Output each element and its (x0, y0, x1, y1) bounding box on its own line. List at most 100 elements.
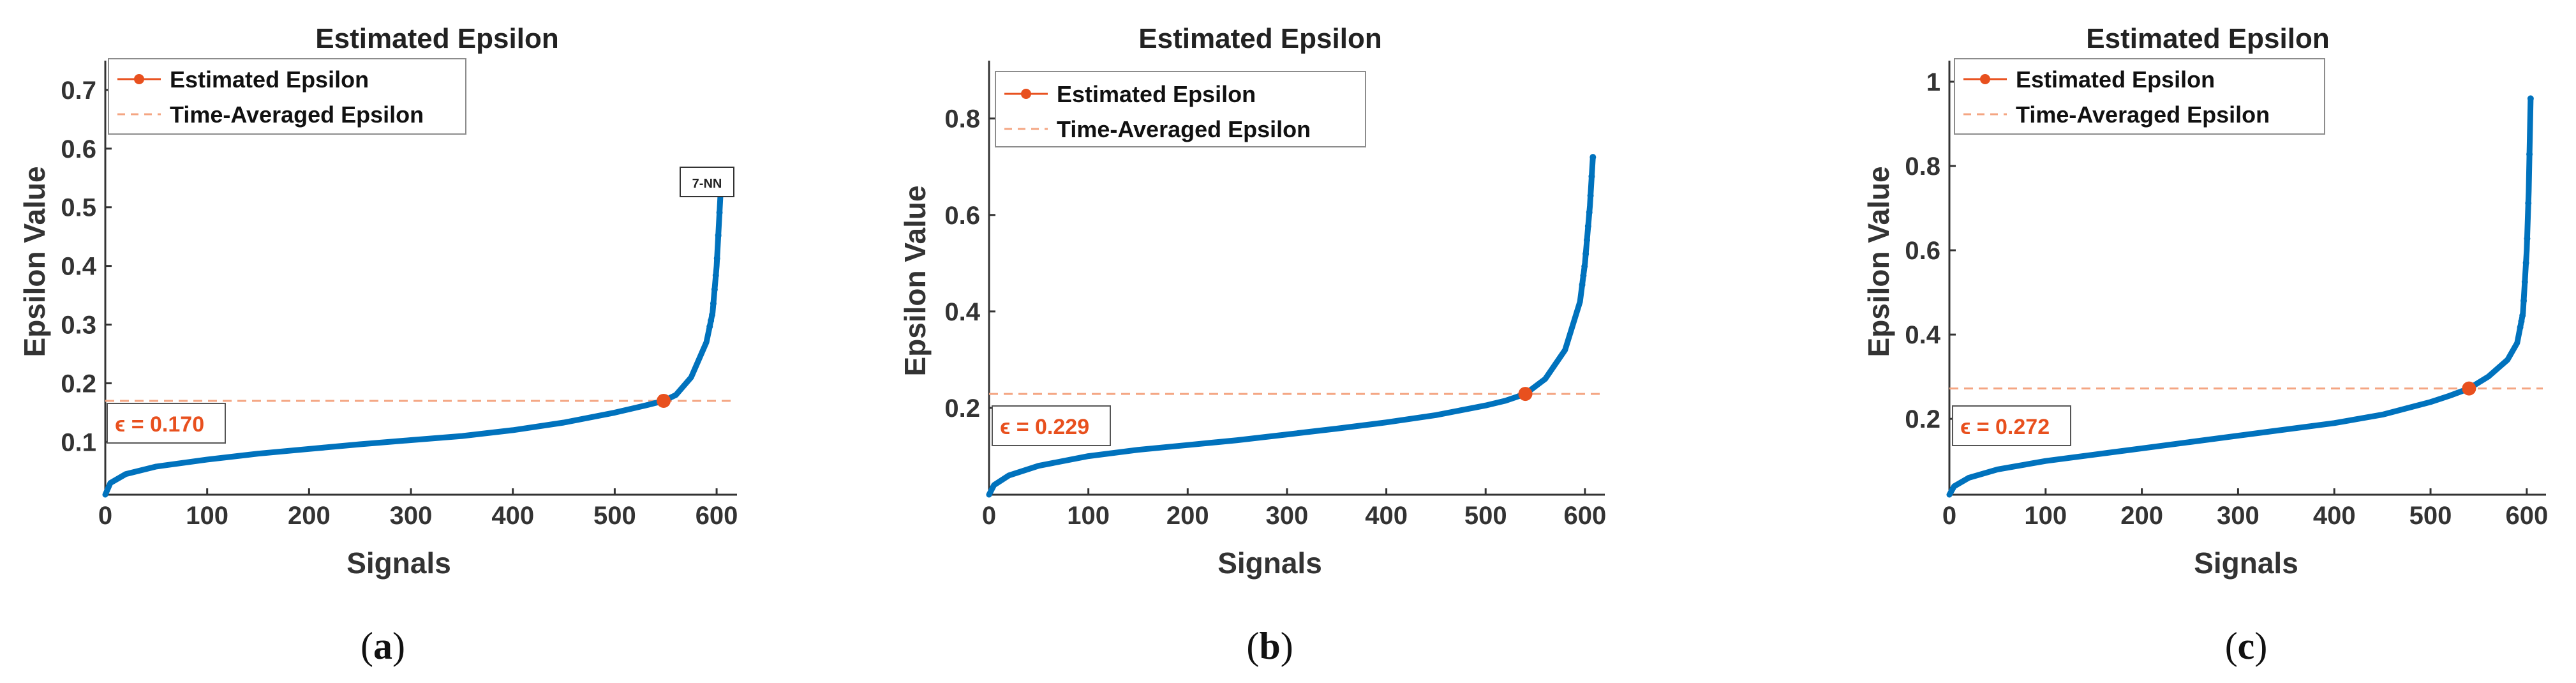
legend-box (108, 58, 466, 135)
y-tick-label: 0.4 (1905, 321, 1940, 349)
epsilon-box: ϵ = 0.170 (107, 403, 226, 444)
legend-label-time-averaged: Time-Averaged Epsilon (2016, 101, 2270, 128)
panel-b: Estimated Epsilon 0 100 200 300 400 500 600 0.2… (898, 23, 1606, 667)
y-tick-label: 0.8 (944, 105, 980, 133)
y-tick-label: 0.4 (61, 253, 96, 281)
x-tick-label: 100 (1067, 502, 1110, 530)
annotation-label: 7-NN (692, 177, 722, 191)
panel-a: Estimated Epsilon 0 100 200 300 400 500 600 0.1… (18, 23, 738, 667)
epsilon-marker (657, 393, 671, 408)
series-point (706, 323, 713, 330)
legend-box (995, 71, 1366, 147)
y-tick-label: 0.7 (61, 77, 96, 105)
y-tick-label: 0.1 (61, 428, 96, 456)
panel-letter: b (1259, 625, 1280, 667)
epsilon-marker (2462, 381, 2476, 396)
series-point (2525, 200, 2532, 207)
x-tick-label: 300 (1266, 502, 1309, 530)
estimated-epsilon-series (102, 186, 724, 498)
series-point (708, 317, 715, 324)
y-tick-label: 0.8 (1905, 153, 1940, 181)
y-tick-label: 0.6 (944, 202, 980, 230)
series-point (2522, 259, 2529, 266)
series-point (1579, 281, 1586, 289)
series-point (2519, 312, 2526, 319)
y-tick-label: 0.2 (944, 394, 980, 423)
x-tick-label: 0 (1942, 502, 1956, 530)
plot-area: 0 100 200 300 400 500 600 0.1 0.2 0.3 0.4 0.5 0.6 0.7 (61, 61, 738, 530)
x-axis-label: Signals (346, 546, 451, 580)
legend-box (1954, 58, 2325, 135)
y-tick-label: 0.6 (1905, 237, 1940, 265)
chart-title: Estimated Epsilon (315, 23, 558, 54)
series-point (2518, 318, 2525, 325)
legend-label-estimated: Estimated Epsilon (170, 66, 369, 93)
series-point (1586, 209, 1593, 216)
legend-marker-estimated (1021, 89, 1031, 99)
series-point (1580, 272, 1587, 279)
epsilon-value-label: ϵ = 0.229 (1000, 415, 1089, 439)
x-tick-label: 400 (491, 502, 534, 530)
legend-label-time-averaged: Time-Averaged Epsilon (170, 101, 424, 128)
epsilon-box-frame (992, 405, 1111, 446)
annotation-box (680, 167, 734, 197)
series-point (709, 311, 716, 319)
x-axis-label: Signals (2194, 546, 2298, 580)
x-tick-label: 600 (2505, 502, 2548, 530)
series-point (2520, 297, 2528, 304)
series-point (1584, 223, 1591, 230)
series-point (713, 255, 720, 262)
x-tick-label: 300 (2217, 502, 2260, 530)
legend-marker-estimated (134, 74, 144, 84)
x-tick-label: 600 (1563, 502, 1606, 530)
epsilon-value-label: ϵ = 0.272 (1960, 415, 2050, 439)
x-tick-label: 500 (2409, 502, 2452, 530)
epsilon-box: ϵ = 0.229 (992, 405, 1111, 446)
y-tick-label: 0.4 (944, 298, 980, 326)
series-point (1588, 173, 1595, 180)
y-tick-label: 0.5 (61, 194, 96, 222)
series-point (1582, 250, 1590, 257)
y-axis-label: Epsilon Value (1862, 166, 1895, 357)
y-tick-label: 0.3 (61, 311, 96, 340)
series-point (2517, 324, 2524, 331)
chart-title: Estimated Epsilon (2086, 23, 2329, 54)
x-tick-label: 500 (593, 502, 636, 530)
legend-label-time-averaged: Time-Averaged Epsilon (1057, 116, 1311, 142)
y-tick-label: 0.6 (61, 135, 96, 163)
x-tick-label: 0 (982, 502, 996, 530)
series-point (710, 300, 717, 307)
epsilon-box-frame (1952, 405, 2071, 446)
series-point (711, 286, 718, 293)
plot-area: 0 100 200 300 400 500 600 0.2 0.4 0.6 0.8 (944, 61, 1606, 530)
panel-label-b: (b) (1246, 625, 1293, 667)
x-tick-label: 100 (186, 502, 228, 530)
y-axis-label: Epsilon Value (898, 185, 932, 376)
series-point (1587, 192, 1594, 199)
x-tick-label: 600 (696, 502, 738, 530)
y-tick-label: 1 (1926, 68, 1940, 96)
y-tick-label: 0.2 (61, 370, 96, 398)
series-point (2521, 278, 2528, 285)
epsilon-box-frame (107, 403, 226, 444)
series-point (2527, 95, 2534, 102)
x-tick-label: 200 (288, 502, 331, 530)
x-tick-label: 400 (2313, 502, 2356, 530)
panel-letter: c (2238, 625, 2255, 667)
panel-c: Estimated Epsilon 0 100 200 300 400 500 600 0.2… (1862, 23, 2548, 667)
x-tick-label: 0 (98, 502, 112, 530)
series-point (715, 232, 722, 239)
estimated-epsilon-series (986, 154, 1596, 498)
y-tick-label: 0.2 (1905, 405, 1940, 433)
y-axis-label: Epsilon Value (18, 166, 51, 357)
legend-label-estimated: Estimated Epsilon (1057, 81, 1256, 107)
panel-label-a: (a) (361, 625, 405, 667)
panel-label-c: (c) (2225, 625, 2268, 667)
legend: Estimated Epsilon Time-Averaged Epsilon (108, 58, 466, 135)
series-point (1581, 263, 1588, 270)
x-tick-label: 200 (2120, 502, 2163, 530)
series-point (2524, 235, 2531, 242)
legend-marker-estimated (1980, 74, 1990, 84)
x-tick-label: 100 (2024, 502, 2067, 530)
